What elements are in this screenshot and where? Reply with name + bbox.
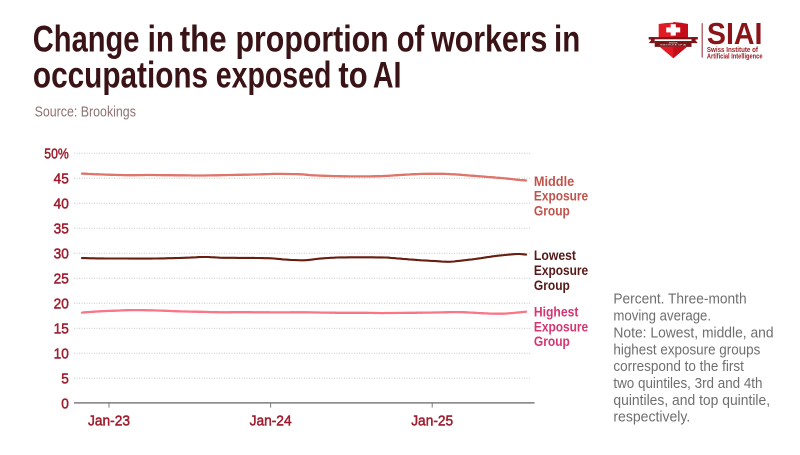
svg-text:35: 35 bbox=[54, 222, 69, 238]
svg-text:SWISS: SWISS bbox=[669, 42, 679, 44]
svg-text:Swiss Institute of: Swiss Institute of bbox=[707, 47, 759, 54]
svg-text:Exposure: Exposure bbox=[534, 263, 588, 278]
svg-text:15: 15 bbox=[54, 322, 69, 338]
svg-text:proportion: proportion bbox=[236, 19, 389, 60]
svg-text:Lowest: Lowest bbox=[534, 248, 577, 263]
svg-text:Highest: Highest bbox=[534, 305, 579, 320]
svg-text:0: 0 bbox=[61, 397, 69, 413]
svg-text:Group: Group bbox=[534, 204, 570, 219]
svg-text:highest exposure groups: highest exposure groups bbox=[613, 342, 760, 358]
svg-text:20: 20 bbox=[54, 297, 69, 313]
svg-text:SIAI: SIAI bbox=[707, 17, 763, 51]
svg-text:Change: Change bbox=[33, 19, 140, 60]
svg-text:two quintiles, 3rd and 4th: two quintiles, 3rd and 4th bbox=[613, 376, 762, 392]
svg-text:Source: Brookings: Source: Brookings bbox=[35, 104, 136, 120]
svg-text:Exposure: Exposure bbox=[534, 319, 588, 334]
svg-text:exposed: exposed bbox=[216, 55, 332, 96]
svg-text:Artificial Intelligence: Artificial Intelligence bbox=[707, 54, 763, 61]
svg-text:Middle: Middle bbox=[534, 174, 574, 189]
svg-text:INSTITUTE OF AI: INSTITUTE OF AI bbox=[660, 44, 687, 47]
svg-text:occupations: occupations bbox=[33, 55, 208, 96]
svg-text:Note: Lowest, middle, and: Note: Lowest, middle, and bbox=[613, 325, 773, 341]
svg-text:to: to bbox=[338, 55, 367, 96]
svg-text:moving average.: moving average. bbox=[613, 309, 711, 325]
svg-text:Jan-24: Jan-24 bbox=[250, 414, 292, 430]
svg-text:10: 10 bbox=[54, 347, 69, 363]
svg-text:the: the bbox=[180, 19, 227, 60]
svg-text:in: in bbox=[554, 19, 580, 60]
svg-text:Jan-23: Jan-23 bbox=[88, 414, 130, 430]
svg-text:40: 40 bbox=[54, 197, 69, 213]
svg-text:25: 25 bbox=[54, 272, 69, 288]
svg-text:Jan-25: Jan-25 bbox=[411, 414, 453, 430]
svg-text:50%: 50% bbox=[44, 147, 69, 163]
svg-text:Group: Group bbox=[534, 334, 570, 349]
svg-text:correspond to the first: correspond to the first bbox=[613, 359, 744, 375]
svg-text:30: 30 bbox=[54, 247, 69, 263]
svg-text:quintiles, and top quintile,: quintiles, and top quintile, bbox=[613, 393, 770, 409]
svg-text:of: of bbox=[397, 19, 425, 60]
svg-text:5: 5 bbox=[61, 372, 69, 388]
svg-text:workers: workers bbox=[430, 19, 547, 60]
svg-text:Exposure: Exposure bbox=[534, 189, 588, 204]
svg-text:respectively.: respectively. bbox=[613, 410, 690, 426]
svg-text:45: 45 bbox=[54, 172, 69, 188]
svg-text:in: in bbox=[148, 19, 174, 60]
svg-text:Percent. Three-month: Percent. Three-month bbox=[613, 292, 746, 308]
svg-text:AI: AI bbox=[373, 55, 402, 96]
svg-text:Group: Group bbox=[534, 278, 570, 293]
